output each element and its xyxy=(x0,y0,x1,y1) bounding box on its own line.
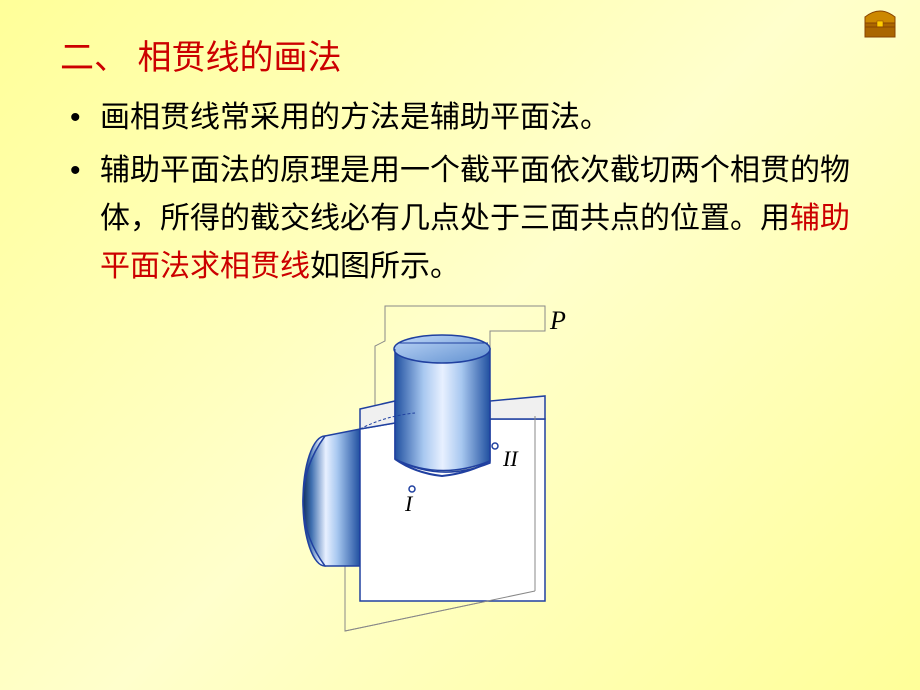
slide-content: 二、 相贯线的画法 画相贯线常采用的方法是辅助平面法。 辅助平面法的原理是用一个… xyxy=(0,0,920,681)
bullet-list: 画相贯线常采用的方法是辅助平面法。 辅助平面法的原理是用一个截平面依次截切两个相… xyxy=(50,94,870,291)
slide-title: 二、 相贯线的画法 xyxy=(60,30,870,79)
label-II: II xyxy=(502,446,519,471)
bullet-text-1: 画相贯线常采用的方法是辅助平面法。 xyxy=(100,101,610,134)
bullet-item-2: 辅助平面法的原理是用一个截平面依次截切两个相贯的物体，所得的截交线必有几点处于三… xyxy=(50,147,870,291)
bullet-item-1: 画相贯线常采用的方法是辅助平面法。 xyxy=(50,94,870,142)
intersection-diagram: P I II xyxy=(285,301,635,651)
label-P: P xyxy=(549,306,566,335)
bullet-text-2a: 辅助平面法的原理是用一个截平面依次截切两个相贯的物体，所得的截交线必有几点处于三… xyxy=(100,154,850,235)
corner-decoration-icon xyxy=(860,5,900,40)
bullet-text-2c: 如图所示。 xyxy=(310,250,460,283)
